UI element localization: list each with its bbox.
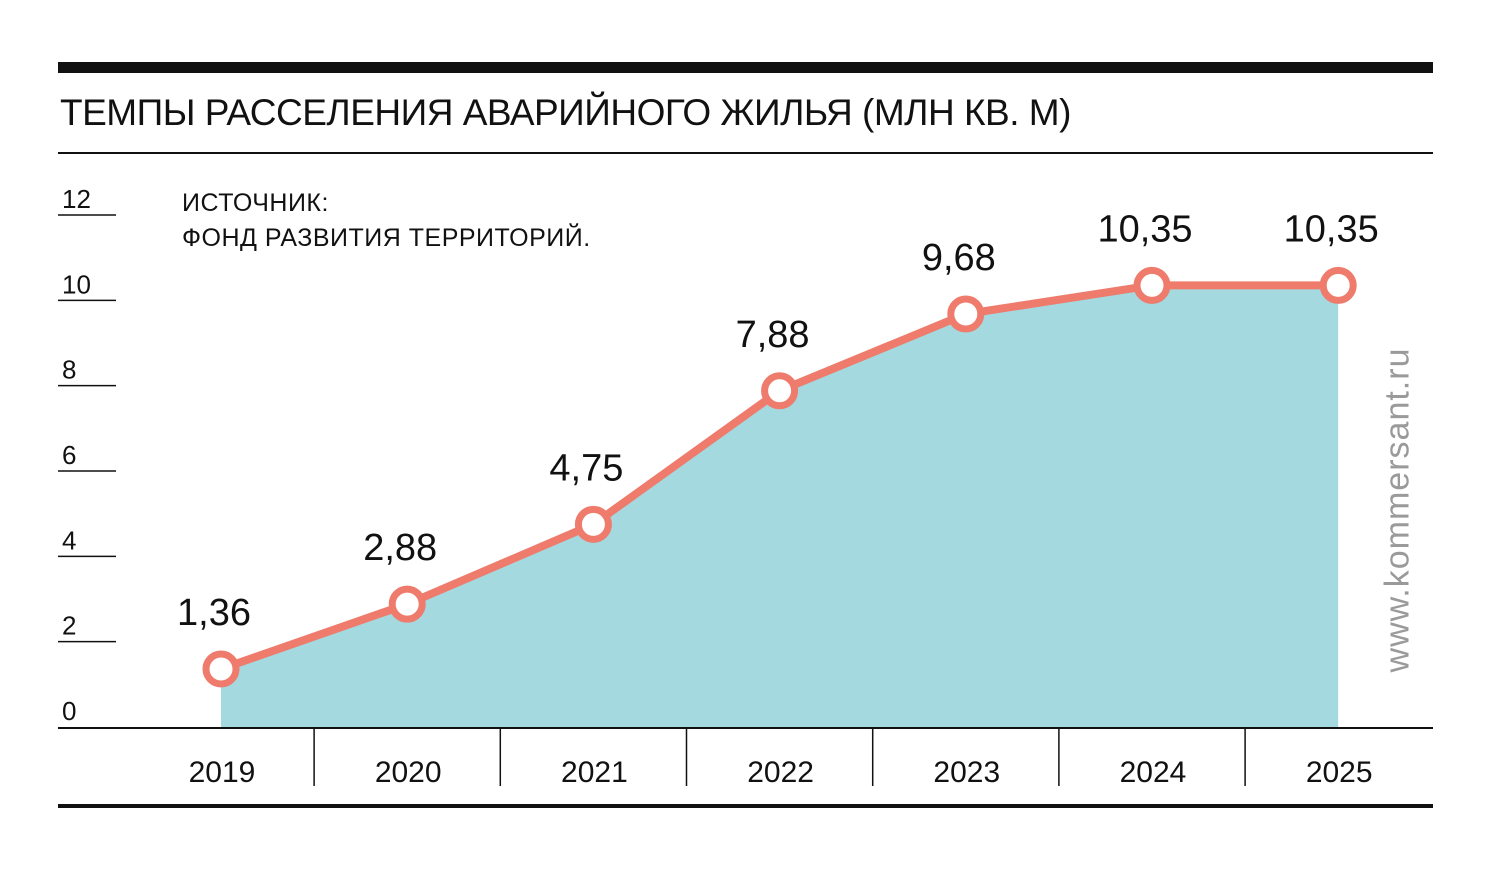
x-tick-label: 2021 bbox=[561, 756, 628, 789]
data-label: 7,88 bbox=[736, 314, 810, 356]
x-tick-label: 2024 bbox=[1120, 756, 1187, 789]
x-tick-label: 2019 bbox=[189, 756, 256, 789]
data-label: 10,35 bbox=[1097, 208, 1192, 250]
title-rule bbox=[58, 152, 1433, 154]
chart-title: ТЕМПЫ РАССЕЛЕНИЯ АВАРИЙНОГО ЖИЛЬЯ (МЛН К… bbox=[60, 92, 1071, 133]
y-tick-label: 0 bbox=[62, 696, 76, 726]
data-label: 4,75 bbox=[549, 447, 623, 489]
data-label: 9,68 bbox=[922, 237, 996, 279]
y-tick-label: 6 bbox=[62, 440, 76, 470]
data-label: 10,35 bbox=[1284, 208, 1379, 250]
x-tick-label: 2025 bbox=[1306, 756, 1373, 789]
source-label: ИСТОЧНИК: bbox=[182, 189, 329, 217]
x-tick-label: 2022 bbox=[747, 756, 814, 789]
data-label: 2,88 bbox=[363, 527, 437, 569]
data-point bbox=[1319, 266, 1357, 304]
bottom-rule bbox=[58, 804, 1433, 808]
data-point bbox=[761, 372, 799, 410]
y-tick-label: 12 bbox=[62, 184, 91, 214]
y-tick-label: 4 bbox=[62, 525, 76, 555]
data-point bbox=[1133, 266, 1171, 304]
data-point bbox=[574, 505, 612, 543]
source-name: ФОНД РАЗВИТИЯ ТЕРРИТОРИЙ. bbox=[182, 224, 591, 252]
x-tick-label: 2023 bbox=[933, 756, 1000, 789]
area-fill bbox=[221, 285, 1339, 727]
data-point bbox=[202, 650, 240, 688]
data-point bbox=[388, 585, 426, 623]
x-tick-label: 2020 bbox=[375, 756, 442, 789]
y-tick-label: 8 bbox=[62, 355, 76, 385]
y-tick-label: 2 bbox=[62, 611, 76, 641]
watermark: www.kommersant.ru bbox=[1378, 347, 1417, 673]
top-rule bbox=[58, 62, 1433, 73]
data-label: 1,36 bbox=[177, 592, 251, 634]
y-tick-label: 10 bbox=[62, 269, 91, 299]
source-note: ИСТОЧНИК: ФОНД РАЗВИТИЯ ТЕРРИТОРИЙ. bbox=[182, 186, 591, 256]
data-point bbox=[947, 295, 985, 333]
